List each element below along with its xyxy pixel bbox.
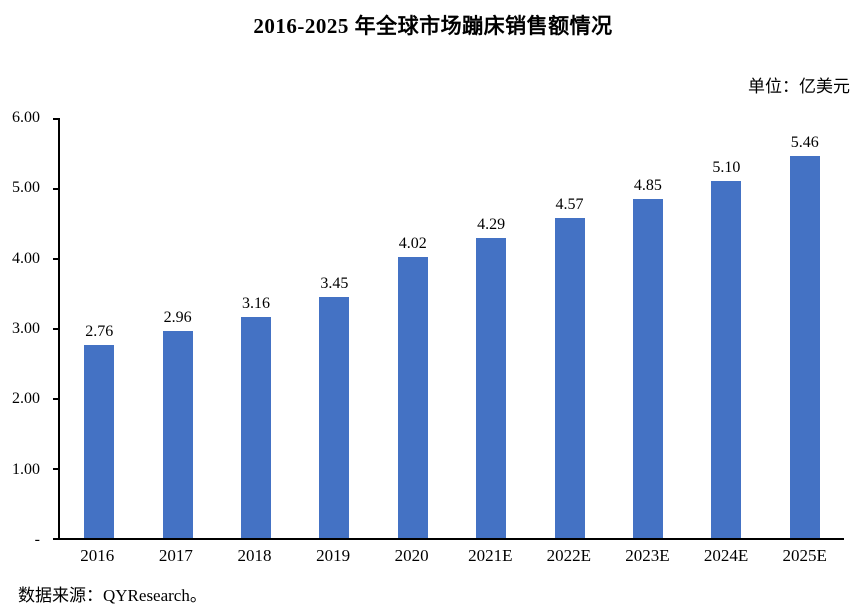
- x-axis-label-2022E: 2022E: [546, 546, 592, 565]
- bar-group-2018: 3.16: [217, 118, 295, 538]
- bar-value-label: 5.46: [790, 133, 819, 151]
- bar-value-label: 4.02: [398, 234, 427, 252]
- x-axis-label-2017: 2017: [158, 546, 193, 565]
- bar-value-label: 5.10: [712, 159, 741, 176]
- bar-group-2025E: 5.46: [766, 118, 844, 538]
- x-axis-label-2018: 2018: [237, 546, 272, 565]
- bar-2024E: [711, 181, 742, 538]
- y-tick-label: 3.00: [12, 320, 40, 337]
- bar-2016: [84, 344, 115, 538]
- bar-value-label: 3.16: [241, 294, 270, 312]
- bar-group-2024E: 5.10: [687, 118, 765, 538]
- bar-group-2023E: 4.85: [609, 118, 687, 538]
- bar-2025E: [789, 155, 820, 538]
- x-axis-label-2025E: 2025E: [782, 546, 827, 565]
- x-axis-label-2019: 2019: [316, 546, 351, 565]
- bar-group-2022E: 4.57: [530, 118, 608, 538]
- y-tick-label: -: [34, 531, 40, 548]
- bar-group-2019: 3.45: [295, 118, 373, 538]
- source-note: 数据来源：QYResearch。: [18, 586, 207, 605]
- bar-value-label: 4.85: [633, 176, 662, 194]
- x-axis-labels: 2016 2017 2018 2019 2020 2021E 2022E 2023E 2024E…: [58, 546, 844, 566]
- bar-group-2017: 2.96: [138, 118, 216, 538]
- x-axis-label-2016: 2016: [80, 546, 115, 565]
- bar-2019: [319, 296, 350, 538]
- y-tick-mark: [53, 468, 58, 470]
- y-tick-label: 6.00: [12, 109, 40, 126]
- plot-area: 2.76 2.96 3.16 3.45 4.02 4.29 4.57 4.85 5.10 5.46: [53, 118, 844, 540]
- y-tick-mark: [53, 118, 58, 120]
- y-axis-labels: 6.00 5.00 4.00 3.00 2.00 1.00 -: [0, 109, 50, 548]
- x-axis-label-2024E: 2024E: [703, 546, 749, 565]
- bar-2018: [240, 316, 271, 538]
- bar-2021E: [476, 237, 507, 538]
- y-tick-mark: [53, 187, 58, 190]
- y-tick-label: 5.00: [12, 179, 40, 197]
- bar-value-label: 4.57: [555, 196, 584, 214]
- bar-2017: [162, 330, 193, 538]
- y-tick-label: 4.00: [12, 249, 40, 267]
- x-axis-label-2023E: 2023E: [625, 546, 670, 565]
- bar-2022E: [554, 218, 585, 538]
- x-axis-label-2020: 2020: [394, 546, 429, 565]
- bar-value-label: 2.76: [85, 322, 114, 340]
- y-tick-label: 2.00: [12, 390, 40, 408]
- unit-label: 单位：亿美元: [748, 77, 850, 96]
- x-axis-label-2021E: 2021E: [468, 546, 513, 565]
- bar-group-2016: 2.76: [60, 118, 138, 538]
- bar-value-label: 4.29: [477, 215, 506, 233]
- bar-group-2021E: 4.29: [452, 118, 530, 538]
- bar-group-2020: 4.02: [374, 118, 452, 538]
- y-tick-label: 1.00: [12, 460, 40, 478]
- bar-value-label: 3.45: [320, 274, 349, 292]
- y-tick-mark: [53, 538, 58, 540]
- bar-value-label: 2.96: [163, 308, 192, 326]
- y-tick-mark: [53, 328, 58, 330]
- bar-2020: [397, 256, 428, 538]
- bar-2023E: [632, 198, 663, 538]
- y-tick-mark: [53, 397, 58, 400]
- y-tick-mark: [53, 257, 58, 260]
- chart-title: 2016-2025 年全球市场蹦床销售额情况: [253, 14, 613, 38]
